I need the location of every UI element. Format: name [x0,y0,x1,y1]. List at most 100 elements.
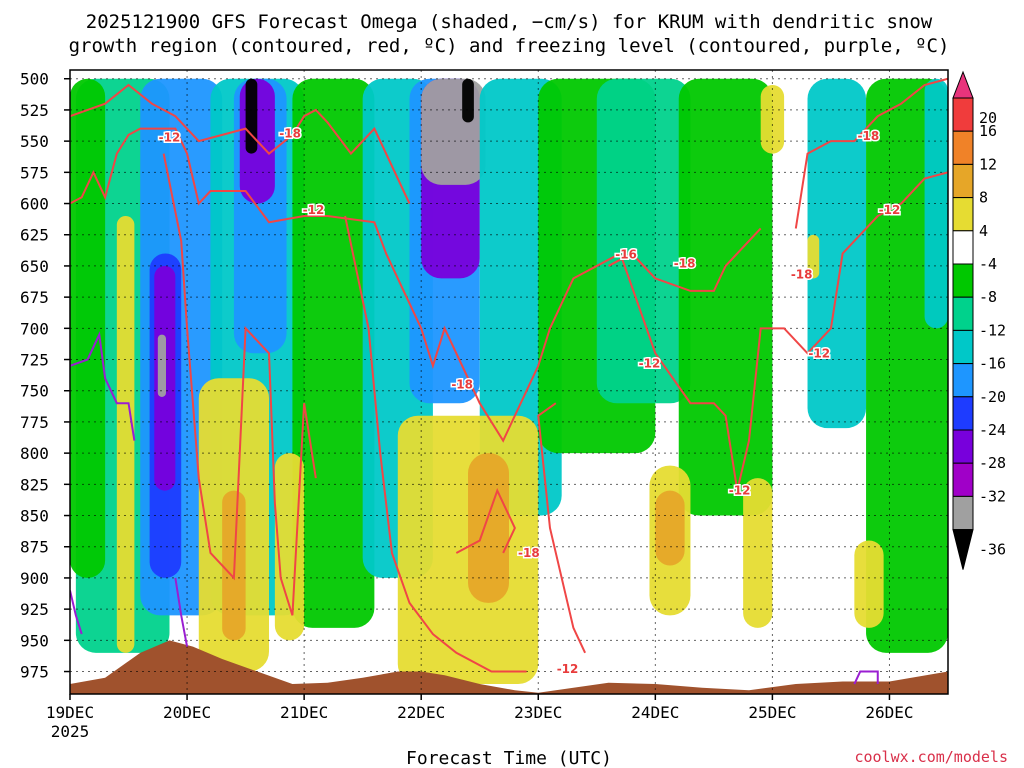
colorbar-swatch [952,263,974,298]
omega-cell [807,234,820,279]
omega-cell [462,78,474,123]
colorbar-swatch [952,363,974,398]
x-tick-label: 26DEC [865,703,913,722]
x-tick-label: 19DEC [46,703,94,722]
colorbar-label: -16 [979,355,1006,373]
dgz-contour-line [162,153,317,616]
contour-label: -18 [451,377,473,391]
omega-cell [468,453,509,603]
colorbar-label: -4 [979,255,997,273]
y-tick-label: 750 [20,382,49,401]
colorbar-label: 4 [979,222,988,240]
contour-labels: -12 -18 -12 -18 -18 -12 -16 -18 -12 -12 -18 -12 -18 -… [157,125,902,677]
y-tick-label: 525 [20,101,49,120]
colorbar-label: 12 [979,155,997,173]
y-tick-label: 775 [20,413,49,432]
contour-label: -16 [615,248,637,262]
chart-title-line-2: growth region (contoured, red, ºC) and f… [69,35,950,57]
dgz-contour-line [608,227,762,292]
y-tick-label: 725 [20,351,49,370]
contour-label: -12 [303,203,325,217]
omega-cell [854,540,884,628]
omega-cell [157,334,166,397]
contour-label: -12 [879,203,901,217]
freezing-level-line [70,590,83,635]
y-tick-label: 600 [20,195,49,214]
x-tick-label: 23DEC [514,703,562,722]
contour-label: -18 [674,256,696,270]
x-tick-label: 21DEC [280,703,328,722]
plot-frame [69,69,949,695]
omega-cell [70,78,106,578]
dgz-contour-line [794,77,948,229]
dgz-contour-line [537,402,586,654]
colorbar-label: -8 [979,288,997,306]
omega-cell [245,78,258,154]
omega-shading [70,78,948,685]
y-tick-label: 650 [20,257,49,276]
y-tick-label: 900 [20,569,49,588]
credit-text: coolwx.com/models [854,748,1008,766]
colorbar-swatch [952,462,974,497]
freezing-level-contours [70,331,879,685]
y-tick-label: 675 [20,288,49,307]
colorbar-swatch [952,230,974,265]
y-tick-label: 875 [20,538,49,557]
contour-label: -12 [639,356,661,370]
omega-cell [421,78,486,185]
omega-cell [924,78,948,329]
dgz-contours [70,77,948,673]
y-tick-label: 950 [20,631,49,650]
y-tick-label: 800 [20,444,49,463]
y-tick-label: 925 [20,600,49,619]
omega-cell [292,78,375,628]
contour-label: -12 [729,484,751,498]
colorbar-top-arrow [952,70,974,99]
y-tick-label: 500 [20,70,49,89]
colorbar-swatch [952,329,974,365]
omega-cell [274,453,305,641]
omega-cell [743,478,773,628]
x-axis-title: Forecast Time (UTC) [406,748,612,768]
contour-label: -12 [557,662,579,676]
omega-cell [655,490,685,566]
colorbar-swatch [952,163,974,199]
x-tick-label: 20DEC [163,703,211,722]
dgz-contour-line [455,487,516,554]
y-tick-label: 825 [20,475,49,494]
colorbar-label: -20 [979,388,1006,406]
x-tick-label: 25DEC [748,703,796,722]
colorbar-label: 8 [979,189,988,207]
colorbar-label: -12 [979,321,1006,339]
terrain-area [70,640,948,694]
colorbar-swatch [952,97,974,132]
dgz-contour-line [70,83,411,204]
y-tick-label: 850 [20,507,49,526]
colorbar-swatch [952,130,974,165]
x-tick-label: 24DEC [631,703,679,722]
plot-area: -12 -18 -12 -18 -18 -12 -16 -18 -12 -12 -18 -12 -18 -… [70,70,948,694]
terrain [70,640,948,694]
colorbar-label: 16 [979,122,997,140]
dgz-contour-line [70,127,948,491]
y-tick-label: 550 [20,132,49,151]
omega-cell [596,78,691,404]
colorbar-bottom-arrow [952,529,974,570]
y-tick-label: 575 [20,163,49,182]
contour-label: -12 [808,346,830,360]
colorbar-label: -28 [979,454,1006,472]
contour-label: -18 [518,546,540,560]
colorbar-swatch [952,429,974,464]
omega-cell [807,78,867,429]
x-tick-sublabel: 2025 [51,722,90,741]
freezing-level-line [853,670,879,685]
colorbar-label: 20 [979,109,997,127]
freezing-level-line [174,577,189,647]
chart-title-line-1: 2025121900 GFS Forecast Omega (shaded, −… [86,11,933,33]
y-tick-label: 700 [20,319,49,338]
colorbar-swatch [952,197,974,232]
contour-label: -12 [159,130,181,144]
colorbar-label: -32 [979,487,1006,505]
